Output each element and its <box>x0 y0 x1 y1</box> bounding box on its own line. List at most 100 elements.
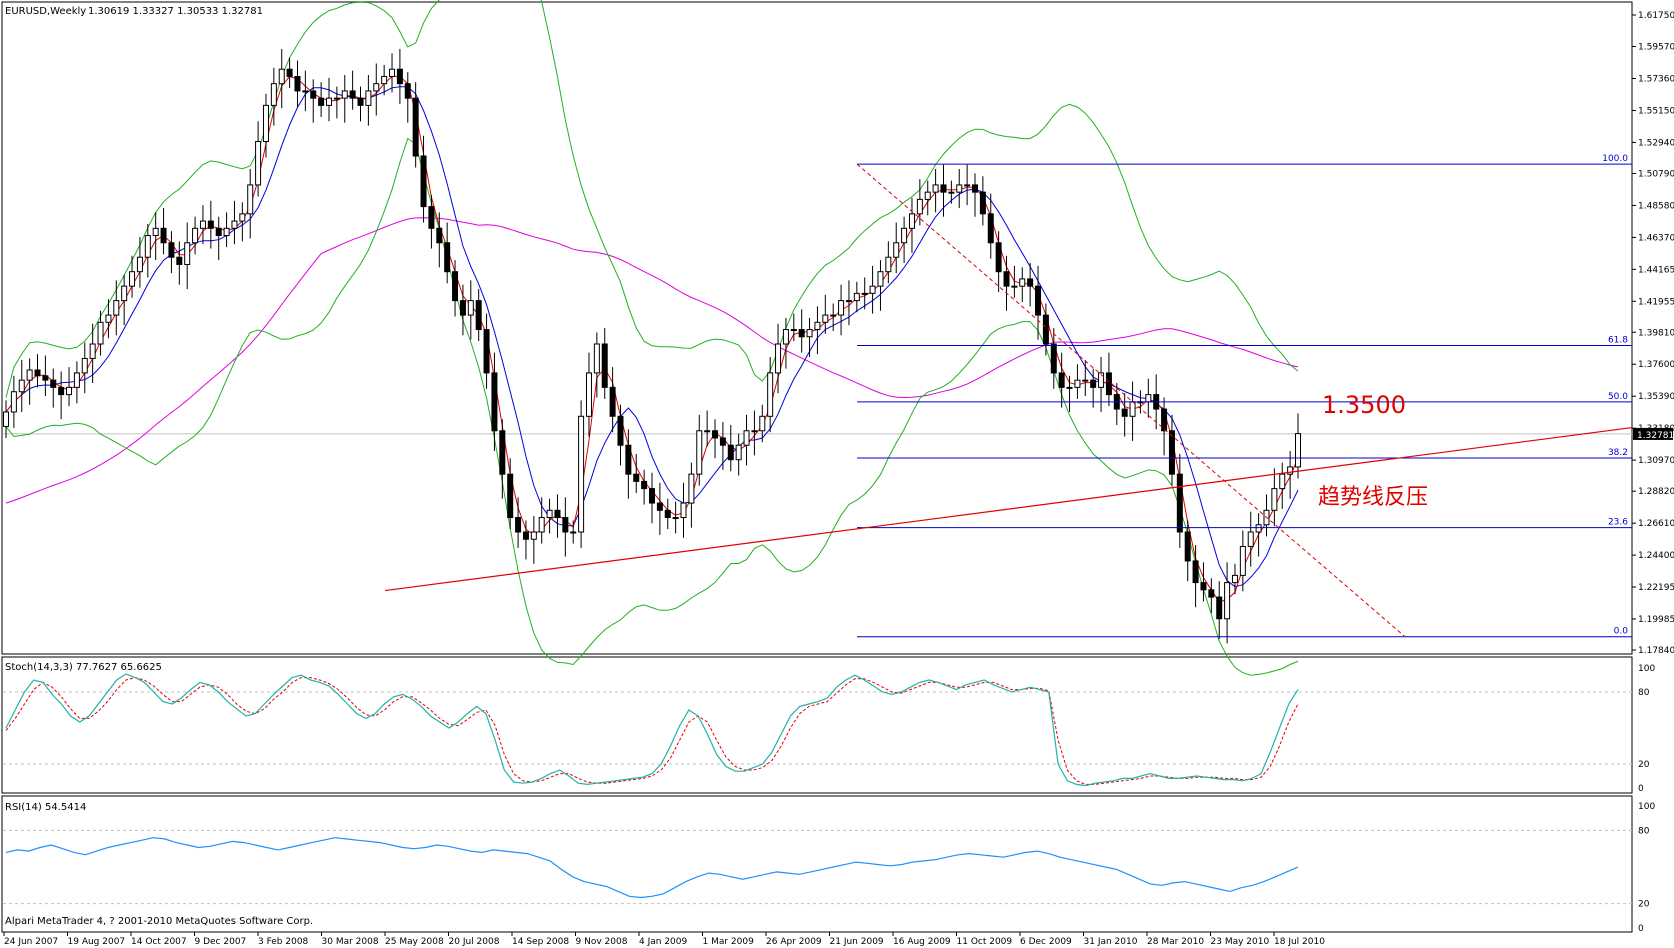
candle[interactable] <box>743 414 750 466</box>
candle[interactable] <box>1184 520 1191 582</box>
candle[interactable] <box>459 284 466 336</box>
candle[interactable] <box>50 368 57 408</box>
candle[interactable] <box>215 216 222 261</box>
candle[interactable] <box>26 358 33 405</box>
candle[interactable] <box>58 371 65 420</box>
candle[interactable] <box>719 422 726 470</box>
candle[interactable] <box>759 404 766 443</box>
candle[interactable] <box>1239 530 1246 592</box>
candle[interactable] <box>341 75 348 123</box>
candle[interactable] <box>601 328 608 399</box>
candle[interactable] <box>1216 581 1223 640</box>
candle[interactable] <box>1279 462 1286 509</box>
candle[interactable] <box>42 355 49 397</box>
candle[interactable] <box>696 414 703 486</box>
candle[interactable] <box>89 323 96 384</box>
candle[interactable] <box>1161 397 1168 456</box>
support-trendline[interactable] <box>384 426 1633 592</box>
candle[interactable] <box>428 195 435 249</box>
candle[interactable] <box>1074 364 1081 399</box>
candle[interactable] <box>964 164 971 206</box>
candle[interactable] <box>585 352 592 437</box>
candle[interactable] <box>1192 545 1199 608</box>
candle[interactable] <box>1287 451 1294 499</box>
candle[interactable] <box>231 200 238 245</box>
candle[interactable] <box>972 173 978 217</box>
candle[interactable] <box>357 86 364 122</box>
candle[interactable] <box>712 419 719 459</box>
candle[interactable] <box>814 306 821 355</box>
candle[interactable] <box>404 72 411 123</box>
candle[interactable] <box>207 200 214 249</box>
candle[interactable] <box>152 212 159 261</box>
candle[interactable] <box>924 180 931 216</box>
candle[interactable] <box>34 354 41 388</box>
candle[interactable] <box>247 169 254 239</box>
candle[interactable] <box>10 375 17 428</box>
candle[interactable] <box>286 57 293 89</box>
candle[interactable] <box>735 433 742 476</box>
candle[interactable] <box>617 404 624 466</box>
candle[interactable] <box>1168 414 1175 486</box>
candle[interactable] <box>396 48 403 104</box>
candle[interactable] <box>656 482 663 535</box>
candle[interactable] <box>593 332 600 398</box>
candle[interactable] <box>790 313 797 342</box>
candle[interactable] <box>869 265 876 314</box>
candle[interactable] <box>861 277 868 310</box>
candle[interactable] <box>877 260 884 311</box>
candle[interactable] <box>633 453 640 493</box>
candle[interactable] <box>1224 562 1231 644</box>
candle[interactable] <box>310 79 317 123</box>
candle[interactable] <box>467 280 474 340</box>
candle[interactable] <box>948 180 955 204</box>
candle[interactable] <box>979 176 986 226</box>
candle[interactable] <box>672 501 679 534</box>
candle[interactable] <box>1208 578 1215 613</box>
candle[interactable] <box>1271 468 1278 527</box>
candle[interactable] <box>160 208 167 255</box>
candle[interactable] <box>333 86 340 119</box>
candle[interactable] <box>1058 352 1065 408</box>
candle[interactable] <box>1035 265 1042 340</box>
candle[interactable] <box>1090 368 1097 408</box>
candle[interactable] <box>192 216 199 255</box>
candle[interactable] <box>845 280 852 326</box>
candle[interactable] <box>318 82 325 117</box>
candle[interactable] <box>893 222 900 274</box>
candle[interactable] <box>838 284 845 336</box>
candle[interactable] <box>987 193 994 259</box>
candle[interactable] <box>349 70 356 110</box>
candle[interactable] <box>908 197 915 253</box>
candle[interactable] <box>530 516 537 564</box>
candle[interactable] <box>1098 357 1105 412</box>
candle[interactable] <box>1050 328 1057 389</box>
candle[interactable] <box>885 241 892 284</box>
candle[interactable] <box>483 313 490 389</box>
candle[interactable] <box>1200 562 1207 602</box>
candle[interactable] <box>97 310 104 356</box>
candle[interactable] <box>782 317 789 369</box>
candle[interactable] <box>916 179 923 226</box>
candle[interactable] <box>113 280 120 336</box>
candle[interactable] <box>262 93 269 158</box>
candle[interactable] <box>105 299 112 339</box>
rsi-panel[interactable] <box>1 795 1633 933</box>
candle[interactable] <box>830 303 837 331</box>
candle[interactable] <box>664 498 671 530</box>
candle[interactable] <box>176 241 183 285</box>
candle[interactable] <box>822 294 829 334</box>
candle[interactable] <box>499 419 506 499</box>
candle[interactable] <box>641 469 648 505</box>
candle[interactable] <box>751 410 758 456</box>
candle[interactable] <box>538 497 545 544</box>
candle[interactable] <box>1176 453 1183 548</box>
candle[interactable] <box>239 202 246 242</box>
candle[interactable] <box>278 48 285 109</box>
candle[interactable] <box>649 472 655 524</box>
candle[interactable] <box>452 260 459 317</box>
candle[interactable] <box>121 274 128 326</box>
candle[interactable] <box>3 400 9 438</box>
candle[interactable] <box>270 67 277 126</box>
